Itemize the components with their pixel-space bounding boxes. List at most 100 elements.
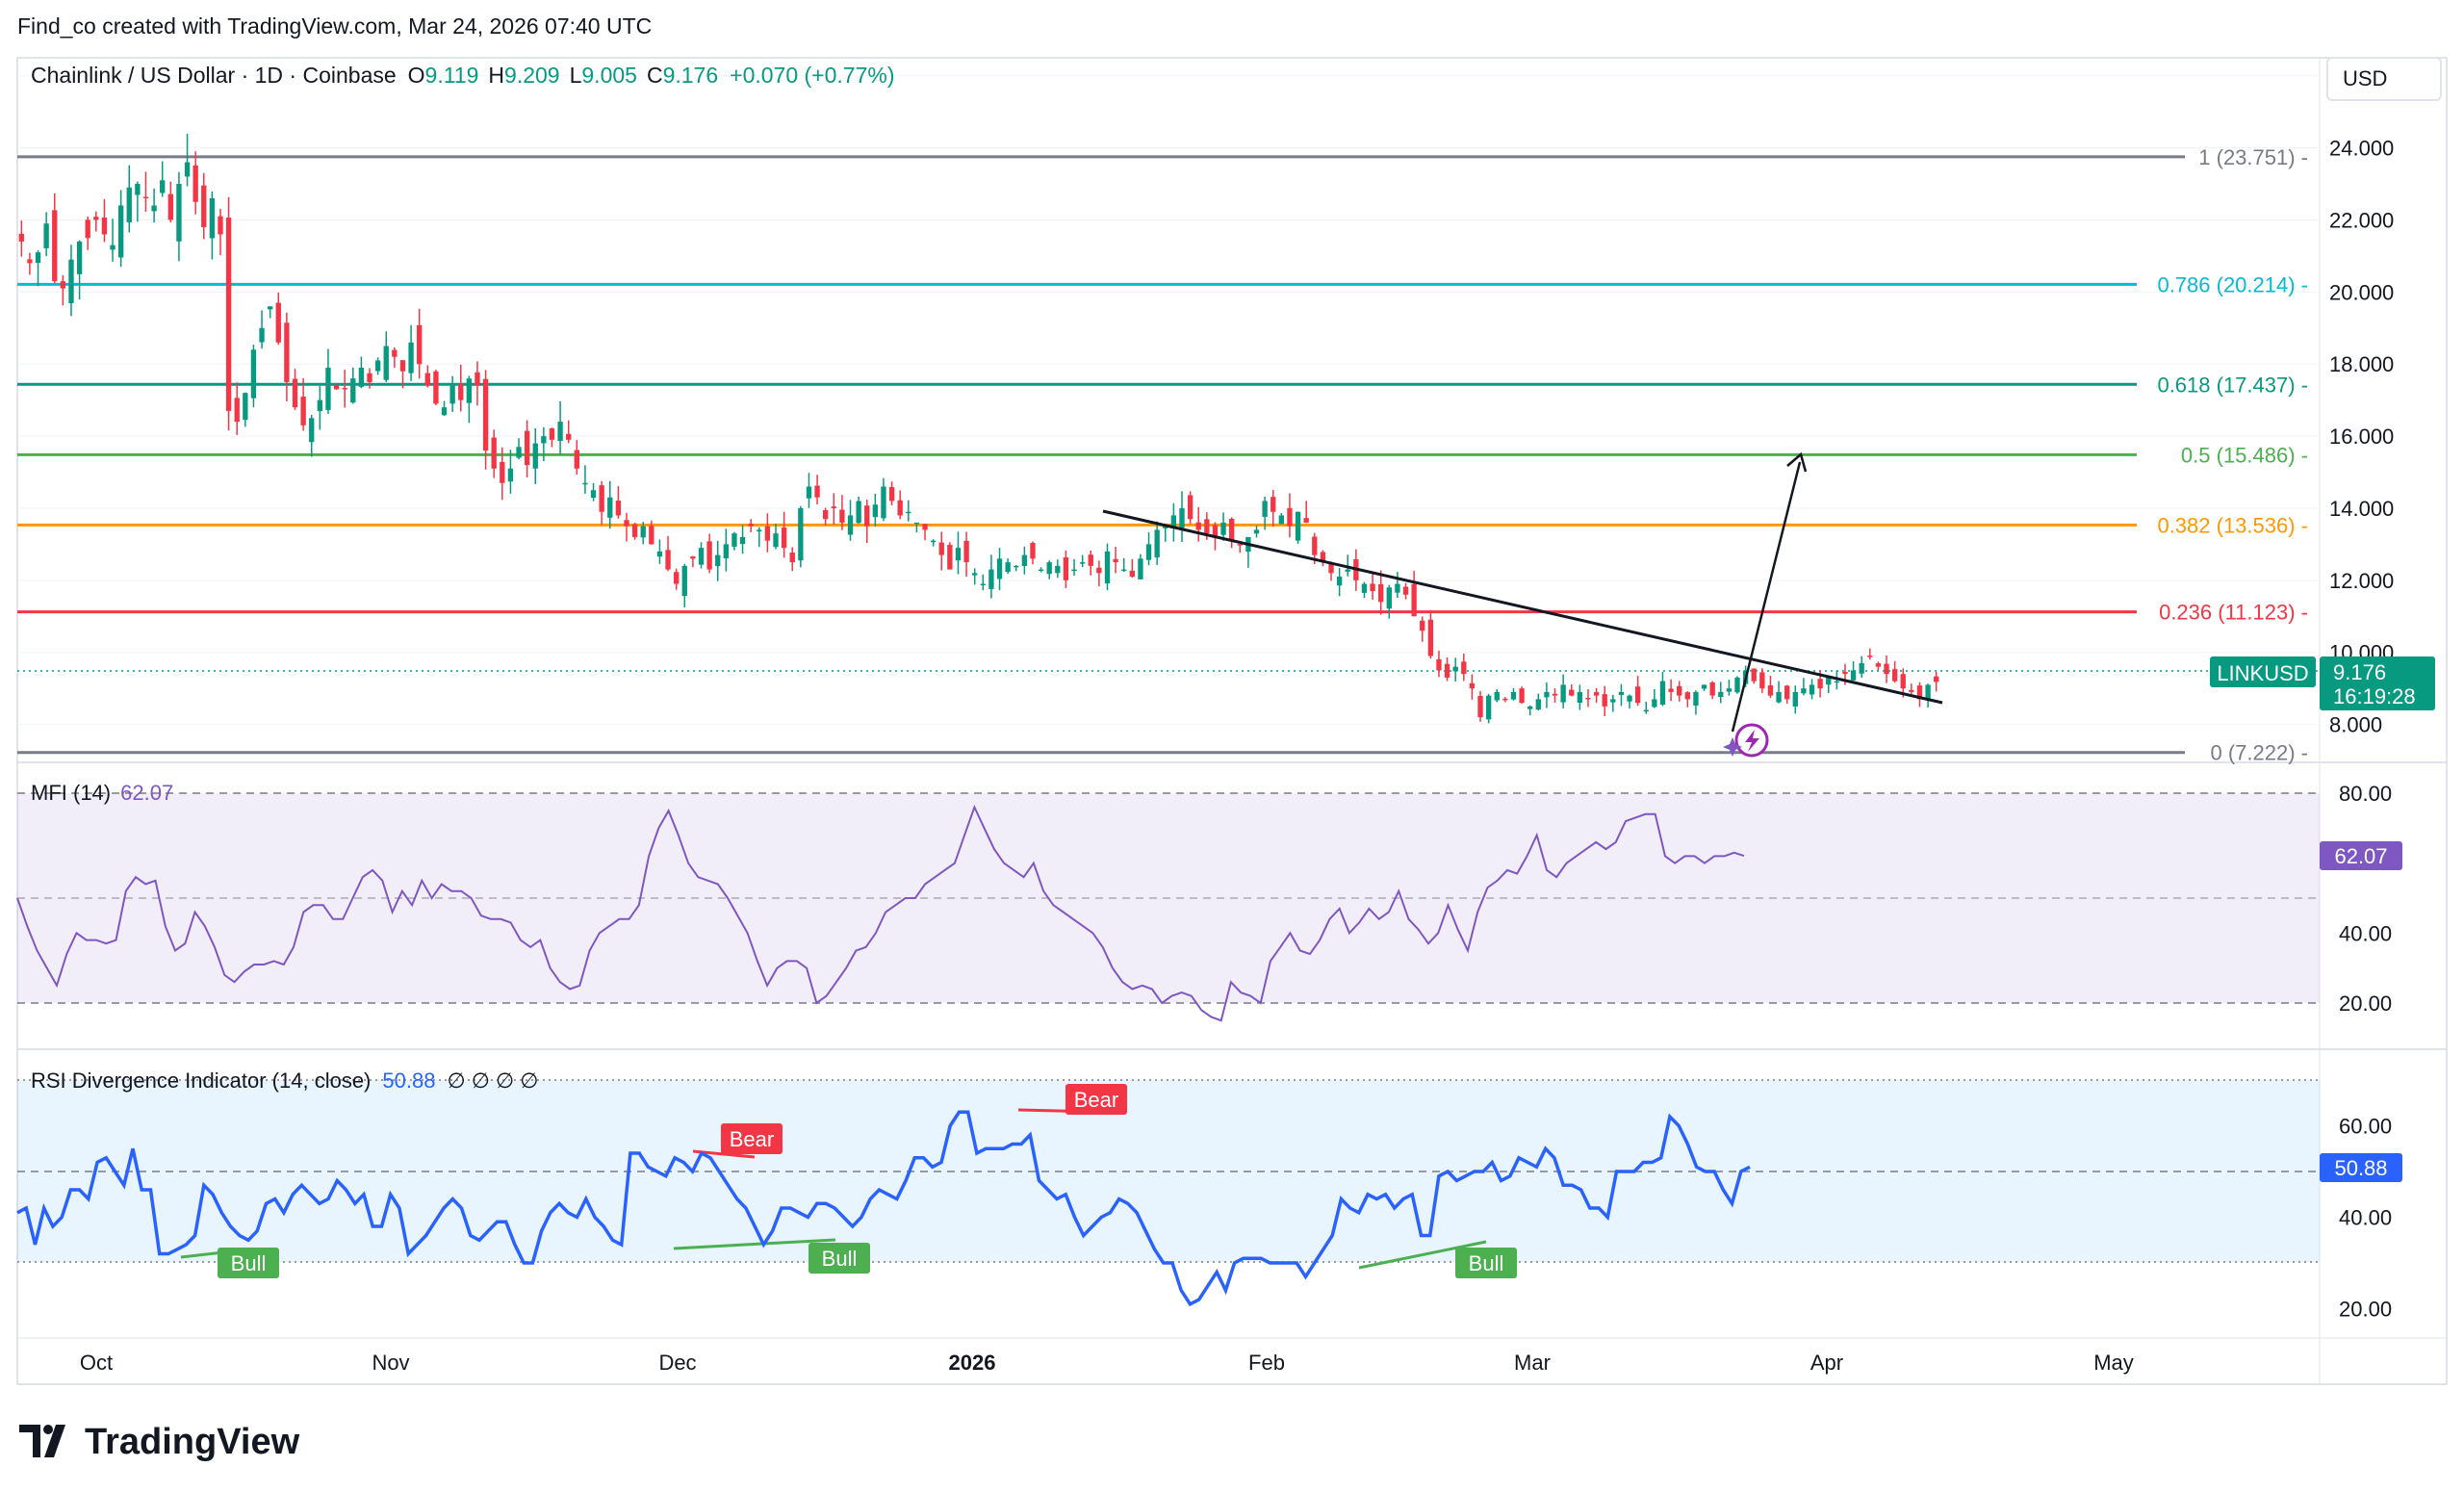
change-value: +0.070 (+0.77%) — [730, 63, 894, 88]
candle — [681, 563, 687, 607]
candle — [1278, 513, 1285, 525]
price-axis: 8.00010.00012.00014.00016.00018.00020.00… — [17, 64, 2394, 737]
candle-body — [1104, 551, 1111, 584]
candle-body — [1593, 692, 1600, 696]
open-label: O — [408, 63, 425, 88]
candle-body — [1395, 583, 1400, 593]
candle — [574, 440, 579, 475]
candle — [1726, 680, 1732, 696]
mfi-title: MFI (14) 62.07 — [31, 781, 173, 805]
candle — [18, 220, 24, 257]
signal-label-text: Bull — [231, 1251, 267, 1275]
high-value: 9.209 — [504, 63, 560, 88]
candle-body — [1585, 697, 1591, 700]
candle — [482, 370, 489, 470]
candle — [1544, 682, 1550, 708]
candle — [582, 465, 588, 494]
candle-body — [847, 515, 854, 535]
candle — [624, 512, 629, 542]
candle — [1444, 656, 1450, 682]
candle — [789, 547, 795, 572]
candle-body — [1519, 688, 1525, 704]
candle-body — [192, 165, 198, 202]
time-tick-label: Feb — [1248, 1351, 1285, 1375]
candle — [1113, 547, 1118, 574]
candle-body — [1934, 676, 1939, 682]
candle-body — [1370, 583, 1375, 592]
rsi-title-text: RSI Divergence Indicator (14, close) — [31, 1068, 371, 1093]
candle — [1145, 532, 1152, 566]
candle — [1560, 674, 1566, 708]
candle — [1088, 551, 1093, 576]
candle — [1014, 564, 1019, 572]
candle-body — [806, 486, 812, 499]
candle-body — [988, 569, 994, 589]
candle-body — [52, 210, 58, 282]
candle-body — [142, 196, 149, 199]
candle-body — [1751, 668, 1757, 682]
fibonacci-retracement[interactable]: 1 (23.751) - 0.786 (20.214) - 0.618 (17.43… — [17, 145, 2308, 765]
candle — [192, 151, 198, 215]
bear-signal-label: Bear — [721, 1123, 783, 1154]
candle — [1510, 687, 1517, 701]
candle — [433, 369, 439, 405]
candle-body — [1262, 501, 1268, 517]
candle-body — [1088, 554, 1093, 566]
candle — [972, 568, 978, 585]
candle-body — [1477, 695, 1483, 718]
candle — [151, 188, 157, 223]
candle-body — [624, 520, 629, 527]
time-tick-label: Oct — [80, 1351, 113, 1375]
time-tick-label: Mar — [1514, 1351, 1551, 1375]
candle-body — [1618, 691, 1625, 695]
symbol-legend: Chainlink / US Dollar · 1D · Coinbase O9.… — [31, 63, 894, 88]
candle — [1643, 701, 1649, 714]
candle-body — [1038, 569, 1044, 572]
candle — [607, 480, 613, 528]
bull-signal-label: Bull — [1455, 1248, 1517, 1278]
candle — [117, 190, 124, 268]
trendline-drawing[interactable] — [1102, 509, 1943, 705]
candle-body — [607, 497, 613, 518]
candle — [541, 426, 547, 461]
candle — [739, 525, 746, 554]
candle — [1320, 550, 1326, 567]
candle-body — [1071, 569, 1077, 572]
candle — [243, 392, 248, 427]
tradingview-logo[interactable]: TradingView — [19, 1422, 300, 1462]
candle — [872, 493, 879, 528]
price-tick-label: 22.000 — [2329, 208, 2394, 232]
fib-level-label: 0.5 (15.486) - — [2181, 443, 2308, 467]
time-tick-label: Nov — [372, 1351, 409, 1375]
candle-body — [1701, 684, 1707, 689]
candle-body — [243, 393, 248, 421]
candle-body — [309, 418, 315, 443]
candle — [1096, 560, 1102, 587]
candle — [135, 181, 141, 222]
currency-button[interactable] — [2326, 57, 2442, 101]
candle-body — [831, 506, 836, 508]
candle — [798, 505, 804, 568]
created-by-header: Find_co created with TradingView.com, Ma… — [17, 13, 653, 39]
projection-arrow[interactable] — [1731, 461, 1802, 733]
candle — [698, 542, 705, 569]
candle — [1784, 684, 1790, 705]
candle-body — [1237, 544, 1243, 546]
candle — [1826, 676, 1832, 694]
candle — [640, 522, 646, 545]
candle-body — [482, 378, 489, 451]
rsi-tick-label: 40.00 — [2339, 1206, 2392, 1230]
candle — [930, 539, 937, 547]
fib-level-label: 0 (7.222) - — [2211, 741, 2309, 765]
candle-body — [259, 327, 265, 343]
sparkle-icon[interactable] — [1723, 737, 1742, 757]
candle — [475, 361, 480, 406]
candle-body — [1668, 688, 1674, 692]
candle-body — [690, 556, 696, 559]
candle-body — [1295, 511, 1301, 541]
candle-body — [1287, 507, 1293, 527]
candle-body — [996, 558, 1003, 579]
candle — [35, 249, 41, 287]
lightning-bolt-glyph — [1745, 730, 1759, 752]
